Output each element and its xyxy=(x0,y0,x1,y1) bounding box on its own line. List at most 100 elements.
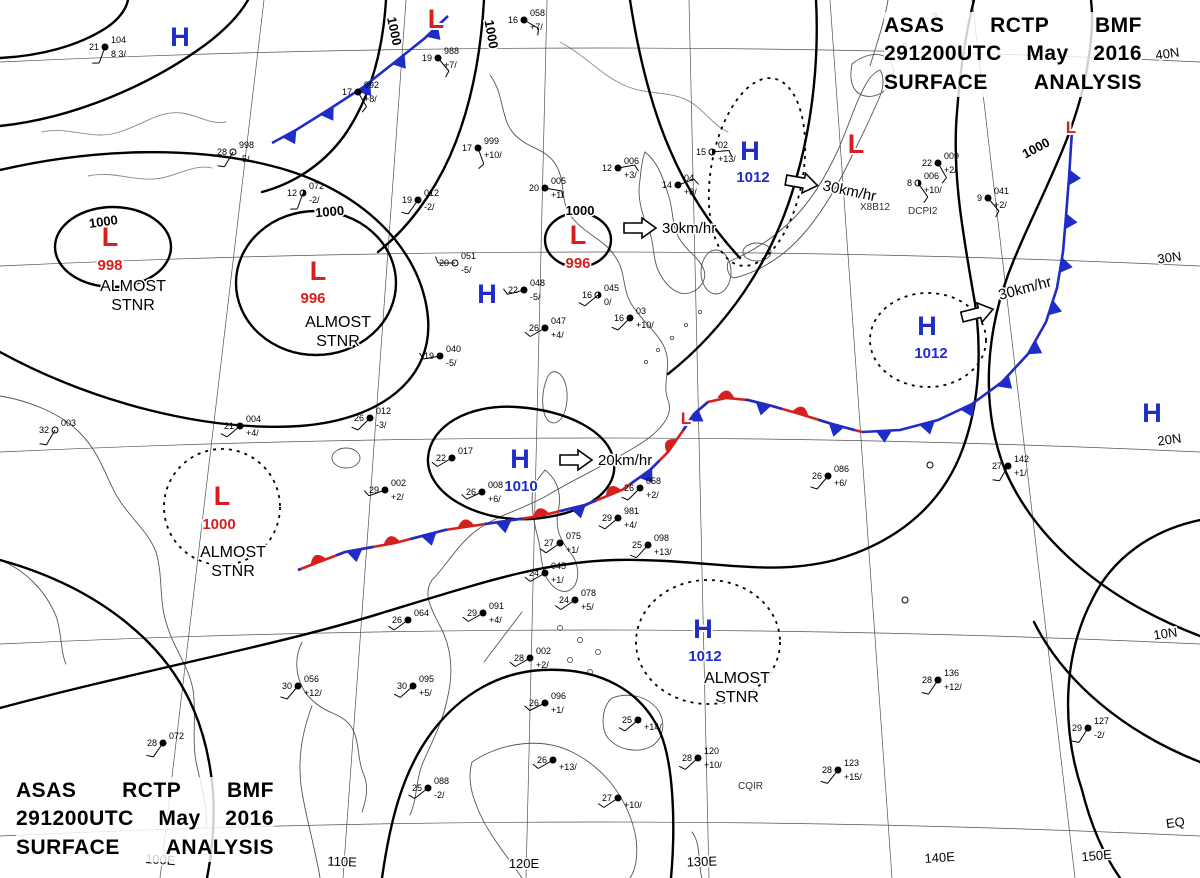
pressure-center-letter: H xyxy=(1142,398,1162,428)
cold-front-triangle-icon xyxy=(1027,340,1043,355)
station-temp: 32 xyxy=(39,425,49,435)
wind-barb-tick-icon xyxy=(524,576,531,582)
station-group: 136 xyxy=(944,668,959,678)
wind-barb-icon xyxy=(437,57,450,72)
pressure-center-note: STNR xyxy=(111,297,155,314)
station-group: 088 xyxy=(434,776,449,786)
station-tendency: 8 3/ xyxy=(111,49,127,59)
wind-barb-tick-icon xyxy=(597,803,605,808)
wind-barb-icon xyxy=(711,150,729,153)
station-plot xyxy=(926,461,934,469)
station-plot: 29 002 +2/ xyxy=(364,478,406,502)
stationary-front-line-overlay xyxy=(297,396,863,572)
station-plot: 26 096 +1/ xyxy=(524,691,566,715)
station-group: 002 xyxy=(391,478,406,488)
station-plot: 26 086 +6/ xyxy=(810,464,849,490)
station-plot: 25 +14/ xyxy=(618,715,662,732)
cold-front-triangle-icon xyxy=(426,25,441,40)
station-tendency: -2/ xyxy=(424,202,435,212)
station-plot: 22 009 +2/ xyxy=(922,151,959,184)
wind-barb-icon xyxy=(296,192,304,210)
longitude-label: 110E xyxy=(327,853,357,869)
wind-barb-tick-icon xyxy=(401,211,409,215)
wind-barb-icon xyxy=(685,757,699,770)
wind-barb-icon xyxy=(286,685,299,700)
cold-front-triangle-icon xyxy=(876,430,892,443)
station-id-label: CQIR xyxy=(738,781,763,792)
station-group: 981 xyxy=(624,506,639,516)
station-group: 095 xyxy=(419,674,434,684)
station-tendency: +2/ xyxy=(646,490,659,500)
coastlines xyxy=(0,0,937,878)
station-temp: 26 xyxy=(812,471,822,481)
station-plot: 28 072 xyxy=(146,731,184,758)
station-plot: 30 056 +12/ xyxy=(280,674,322,700)
station-group: 051 xyxy=(461,251,476,261)
wind-barb-tick-icon xyxy=(364,490,370,497)
wind-barb-icon xyxy=(816,475,829,490)
station-tendency: -2/ xyxy=(434,790,445,800)
wind-barb-icon xyxy=(604,517,619,530)
isobar-value-label: 1000 xyxy=(88,212,119,231)
station-half-icon xyxy=(303,190,306,196)
station-temp: 20 xyxy=(529,183,539,193)
station-tendency: -3/ xyxy=(376,420,387,430)
station-tendency: 0/ xyxy=(604,297,612,307)
station-tendency: +7/ xyxy=(530,22,543,32)
station-tendency: +10/ xyxy=(484,150,502,160)
station-plot: 20 051 -5/ xyxy=(435,251,476,275)
station-plot: 29 981 +4/ xyxy=(598,506,639,530)
station-temp: 28 xyxy=(217,147,227,157)
station-group: 072 xyxy=(169,731,184,741)
wind-barb-icon xyxy=(357,417,371,431)
longitude-label: 130E xyxy=(686,853,717,869)
station-temp: 29 xyxy=(1072,723,1082,733)
cold-front-triangle-icon xyxy=(495,520,512,534)
station-group: 064 xyxy=(414,608,429,618)
wind-barb-tick-icon xyxy=(537,28,540,36)
station-group: 104 xyxy=(111,35,126,45)
station-group: 123 xyxy=(844,758,859,768)
station-temp: 27 xyxy=(544,538,554,548)
station-tendency: +5/ xyxy=(419,688,432,698)
station-group: 058 xyxy=(530,8,545,18)
station-group: 096 xyxy=(551,691,566,701)
pressure-center-letter: H xyxy=(693,614,713,644)
warm-front-semicircle-icon xyxy=(383,536,401,546)
pressure-center-letter: L xyxy=(681,409,691,428)
cold-front-triangle-icon xyxy=(997,374,1013,389)
wind-barb-tick-icon xyxy=(419,352,424,360)
pressure-center-note: STNR xyxy=(316,333,360,350)
movement-speed-label: 30km/hr xyxy=(821,177,878,205)
station-group: 992 xyxy=(364,80,379,90)
wind-barb-tick-icon xyxy=(618,727,626,732)
station-tendency: +8/ xyxy=(364,94,377,104)
wind-barb-tick-icon xyxy=(388,625,395,631)
wind-barb-tick-icon xyxy=(435,256,439,264)
station-plot: 21 104 8 3/ xyxy=(89,35,127,64)
station-group: 120 xyxy=(704,746,719,756)
station-temp: 16 xyxy=(614,313,624,323)
station-plot: 28 998 -5/ xyxy=(217,140,254,168)
cold-front-triangle-icon xyxy=(282,129,297,145)
station-tendency: +4/ xyxy=(489,615,502,625)
pressure-center-letter: H xyxy=(510,444,530,474)
movement-arrow-icon xyxy=(623,216,658,240)
system-outlines xyxy=(163,77,987,705)
station-group: 086 xyxy=(834,464,849,474)
wind-barb-icon xyxy=(423,355,441,360)
wind-barb-tick-icon xyxy=(1072,740,1080,743)
station-temp: 15 xyxy=(696,147,706,157)
wind-barb-tick-icon xyxy=(478,163,485,169)
wind-barb-tick-icon xyxy=(728,150,733,158)
title-block-top-right: ASAS RCTP BMF 291200UTC May 2016 SURFACE ANAL… xyxy=(884,12,1142,98)
wind-barb-icon xyxy=(624,719,639,732)
station-group: 03 xyxy=(636,306,646,316)
station-temp: 25 xyxy=(632,540,642,550)
cold-front-triangle-icon xyxy=(570,504,586,519)
station-temp: 21 xyxy=(224,421,234,431)
station-temp: 19 xyxy=(402,195,412,205)
station-plot: 20 005 +1/ xyxy=(529,176,566,200)
